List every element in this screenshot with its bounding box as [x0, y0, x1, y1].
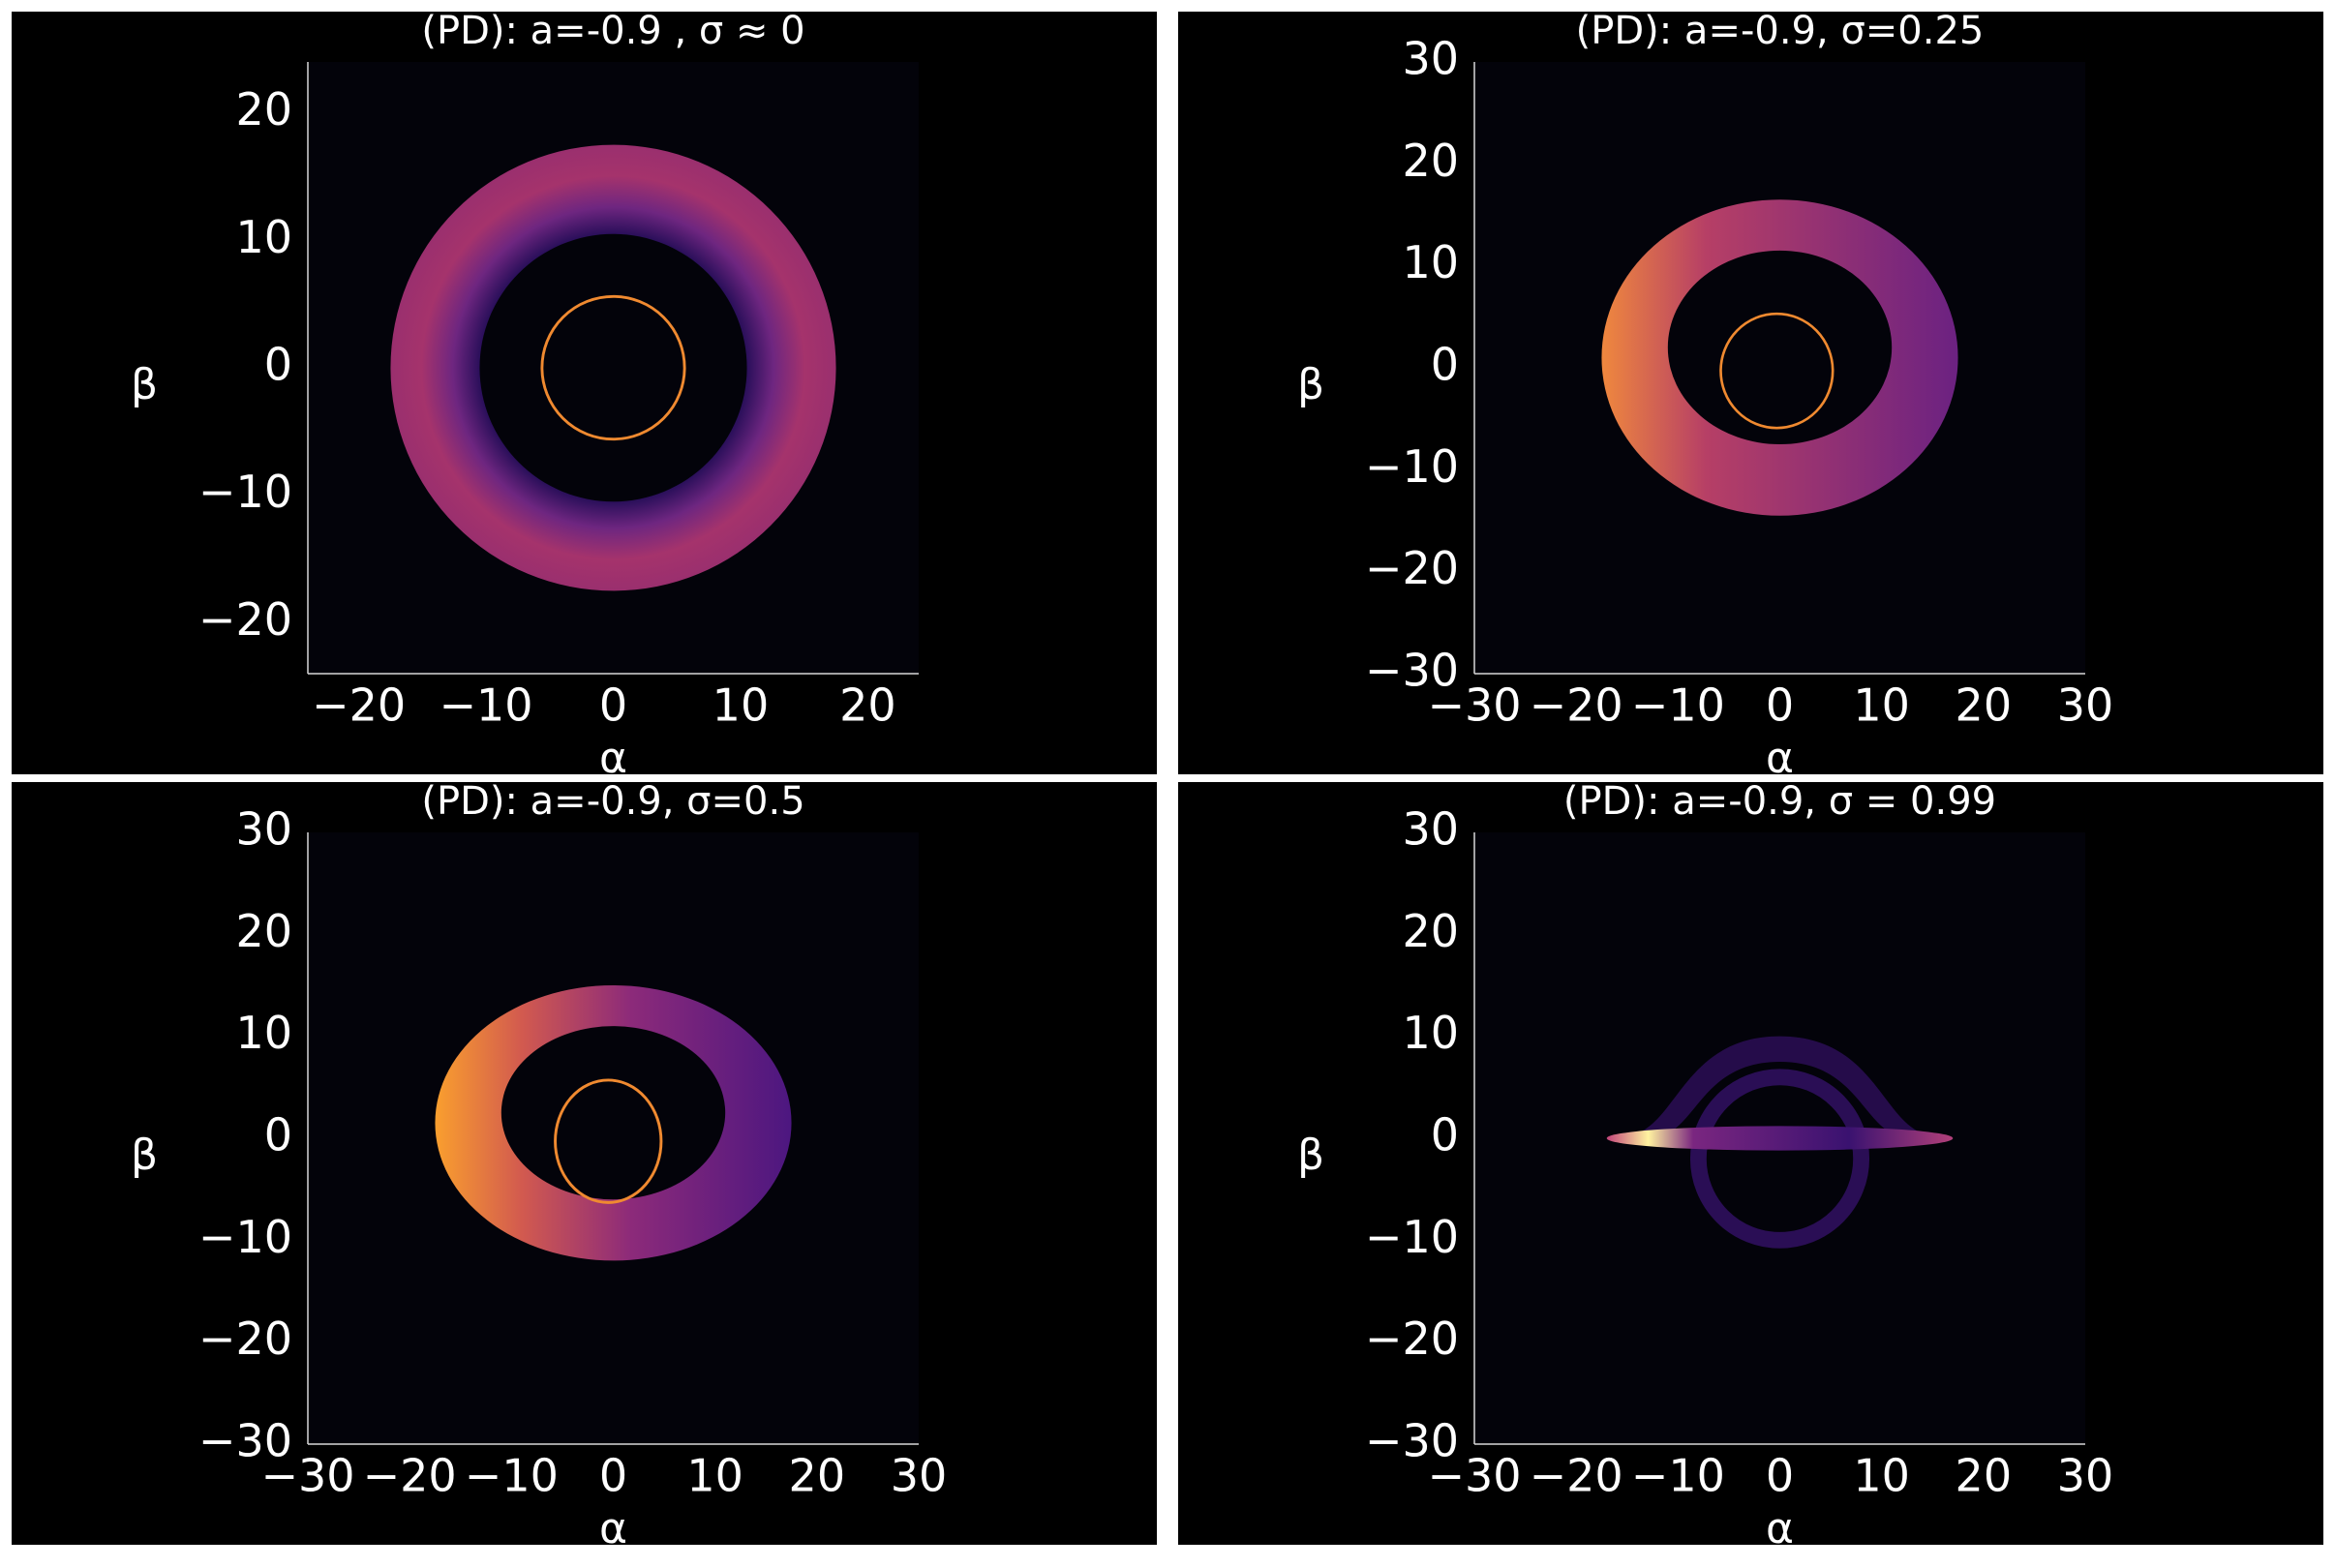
x-tick-label: −10 — [1631, 1450, 1725, 1502]
y-tick-label: −10 — [1365, 440, 1459, 493]
y-tick-label: 0 — [1431, 339, 1459, 391]
x-tick-label: −20 — [363, 1450, 457, 1502]
x-tick-label: 10 — [1853, 679, 1910, 732]
chart-title: (PD): a=-0.9, σ=0.5 — [421, 779, 804, 824]
y-axis-label: β — [131, 360, 158, 409]
y-tick-label: −20 — [198, 1312, 292, 1365]
x-axis-label: α — [1766, 1504, 1794, 1553]
x-axis-label: α — [1766, 734, 1794, 783]
x-tick-label: −20 — [1530, 1450, 1623, 1502]
y-tick-label: 10 — [235, 1007, 292, 1059]
y-tick-label: 0 — [1431, 1109, 1459, 1161]
y-tick-label: 10 — [1402, 1007, 1459, 1059]
y-tick-label: −20 — [198, 593, 292, 646]
x-tick-label: 0 — [1766, 679, 1794, 732]
y-tick-label: −20 — [1365, 542, 1459, 594]
panel — [1178, 782, 2323, 1545]
panel — [12, 12, 1157, 774]
y-tick-label: −20 — [1365, 1312, 1459, 1365]
x-tick-label: −10 — [440, 679, 533, 732]
y-tick-label: −10 — [198, 466, 292, 518]
x-tick-label: 20 — [1956, 1450, 2013, 1502]
y-tick-label: 20 — [1402, 135, 1459, 187]
x-tick-label: 20 — [1956, 679, 2013, 732]
x-tick-label: 0 — [1766, 1450, 1794, 1502]
x-tick-label: −30 — [1427, 1450, 1521, 1502]
x-tick-label: −10 — [1631, 679, 1725, 732]
x-tick-label: 10 — [713, 679, 770, 732]
disk-image — [390, 144, 836, 591]
x-tick-label: −20 — [312, 679, 406, 732]
x-axis-label: α — [599, 734, 627, 783]
x-tick-label: 20 — [839, 679, 896, 732]
y-tick-label: 30 — [1402, 33, 1459, 85]
x-tick-label: −10 — [465, 1450, 559, 1502]
plot-area — [1474, 62, 2085, 674]
x-axis-label: α — [599, 1504, 627, 1553]
x-tick-label: −30 — [260, 1450, 354, 1502]
disk-image — [1606, 1036, 1954, 1249]
x-tick-label: 10 — [686, 1450, 743, 1502]
chart-title: (PD): a=-0.9, σ = 0.99 — [1563, 779, 1996, 824]
panel — [1178, 12, 2323, 774]
x-tick-label: 0 — [599, 1450, 627, 1502]
x-tick-label: −20 — [1530, 679, 1623, 732]
chart-title: (PD): a=-0.9 , σ ≈ 0 — [421, 9, 804, 53]
y-axis-label: β — [131, 1131, 158, 1180]
x-tick-label: 30 — [891, 1450, 948, 1502]
y-tick-label: −30 — [198, 1415, 292, 1467]
x-tick-label: 30 — [2057, 679, 2114, 732]
disk-image — [435, 985, 792, 1261]
x-tick-label: 10 — [1853, 1450, 1910, 1502]
y-tick-label: −30 — [1365, 1415, 1459, 1467]
y-tick-label: 10 — [235, 211, 292, 263]
y-axis-label: β — [1297, 360, 1324, 409]
y-tick-label: −10 — [1365, 1211, 1459, 1263]
y-tick-label: 10 — [1402, 236, 1459, 288]
y-tick-label: 20 — [235, 905, 292, 957]
plot-area — [308, 832, 919, 1444]
chart-title: (PD): a=-0.9, σ=0.25 — [1576, 9, 1985, 53]
x-tick-label: 30 — [2057, 1450, 2114, 1502]
y-tick-label: 20 — [1402, 905, 1459, 957]
y-tick-label: −10 — [198, 1211, 292, 1263]
x-tick-label: 0 — [599, 679, 627, 732]
y-tick-label: 30 — [1402, 803, 1459, 856]
y-tick-label: −30 — [1365, 645, 1459, 697]
x-tick-label: 20 — [789, 1450, 846, 1502]
x-tick-label: −30 — [1427, 679, 1521, 732]
panel — [12, 782, 1157, 1545]
y-tick-label: 0 — [264, 339, 292, 391]
y-tick-label: 20 — [235, 83, 292, 136]
y-axis-label: β — [1297, 1131, 1324, 1180]
y-tick-label: 0 — [264, 1109, 292, 1161]
y-tick-label: 30 — [235, 803, 292, 856]
